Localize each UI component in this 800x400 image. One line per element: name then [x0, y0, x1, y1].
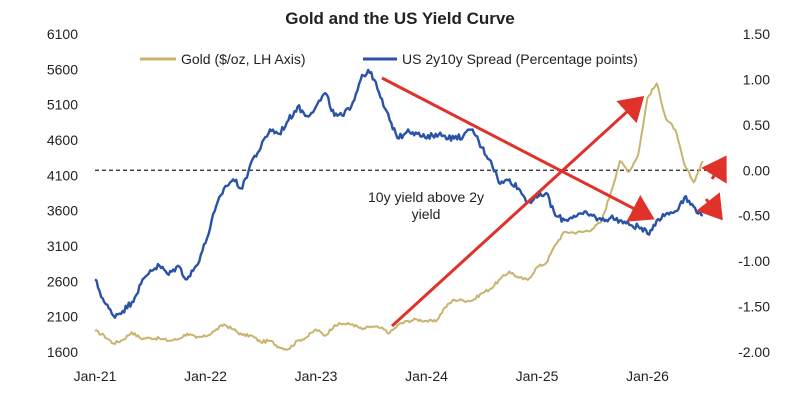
- left-tick-label: 5100: [47, 97, 78, 113]
- chart-title: Gold and the US Yield Curve: [285, 9, 515, 28]
- right-tick-label: 0.50: [743, 117, 770, 133]
- left-tick-label: 1600: [47, 344, 78, 360]
- arrow-gold-rise: [390, 95, 645, 328]
- right-tick-label: 1.50: [743, 26, 770, 42]
- left-tick-label: 3600: [47, 203, 78, 219]
- legend-spread-label: US 2y10y Spread (Percentage points): [402, 51, 638, 67]
- left-tick-label: 4100: [47, 167, 78, 183]
- arrow-gold-end-up: [701, 155, 727, 184]
- x-tick-label: Jan-26: [626, 368, 669, 384]
- left-tick-label: 6100: [47, 26, 78, 42]
- series-layer: [94, 68, 704, 351]
- x-tick-label: Jan-23: [295, 368, 338, 384]
- left-tick-label: 3100: [47, 238, 78, 254]
- right-tick-label: -1.00: [738, 253, 770, 269]
- x-tick-label: Jan-25: [516, 368, 559, 384]
- left-tick-label: 2600: [47, 273, 78, 289]
- left-tick-label: 2100: [47, 309, 78, 325]
- spread-series-line: [94, 68, 704, 319]
- annotation-arrows: [381, 76, 727, 328]
- x-tick-label: Jan-21: [74, 368, 117, 384]
- annotation-line-2: yield: [412, 206, 441, 222]
- left-axis-ticks: 1600 2100 2600 3100 3600 4100 4600 5100 5600 6100: [47, 26, 78, 360]
- right-tick-label: -1.50: [738, 299, 770, 315]
- x-tick-label: Jan-22: [184, 368, 227, 384]
- x-tick-label: Jan-24: [405, 368, 448, 384]
- left-tick-label: 4600: [47, 132, 78, 148]
- right-axis-ticks: -2.00 -1.50 -1.00 -0.50 0.00 0.50 1.00 1.50: [738, 26, 770, 360]
- right-tick-label: 0.00: [743, 162, 770, 178]
- x-axis-ticks: Jan-21 Jan-22 Jan-23 Jan-24 Jan-25 Jan-26: [74, 368, 670, 384]
- right-tick-label: 1.00: [743, 71, 770, 87]
- left-tick-label: 5600: [47, 61, 78, 77]
- legend: Gold ($/oz, LH Axis) US 2y10y Spread (Pe…: [140, 51, 638, 67]
- right-tick-label: -0.50: [738, 208, 770, 224]
- arrow-spread-end-down: [696, 192, 723, 221]
- arrow-spread-decline: [381, 76, 655, 222]
- right-tick-label: -2.00: [738, 344, 770, 360]
- legend-gold-label: Gold ($/oz, LH Axis): [181, 51, 306, 67]
- annotation-line-1: 10y yield above 2y: [368, 189, 484, 205]
